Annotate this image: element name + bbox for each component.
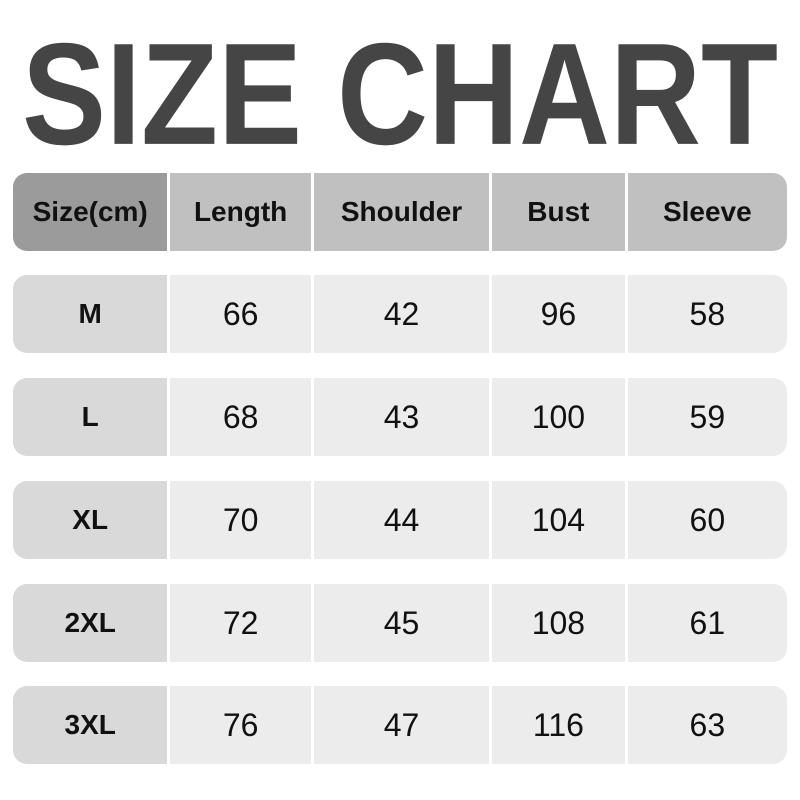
measurement-cell: 108 [492, 584, 625, 662]
measurement-cell: 58 [627, 275, 788, 353]
measurement-cell: 116 [492, 686, 625, 764]
table-row: M 66 42 96 58 [13, 275, 788, 353]
measurement-cell: 43 [313, 378, 490, 456]
page-title: SIZE CHART [22, 22, 778, 166]
header-cell: Size(cm) [13, 173, 168, 251]
header-cell: Shoulder [313, 173, 490, 251]
measurement-cell: 59 [627, 378, 788, 456]
table-header: Size(cm) Length Shoulder Bust Sleeve [13, 173, 788, 251]
size-label: M [13, 275, 168, 353]
measurement-cell: 100 [492, 378, 625, 456]
table-row: L 68 43 100 59 [13, 378, 788, 456]
size-label: XL [13, 481, 168, 559]
measurement-cell: 76 [170, 686, 311, 764]
measurement-cell: 72 [170, 584, 311, 662]
header-cell: Bust [492, 173, 625, 251]
measurement-cell: 104 [492, 481, 625, 559]
measurement-cell: 44 [313, 481, 490, 559]
measurement-cell: 60 [627, 481, 788, 559]
header-cell: Length [170, 173, 311, 251]
measurement-cell: 70 [170, 481, 311, 559]
measurement-cell: 63 [627, 686, 788, 764]
measurement-cell: 68 [170, 378, 311, 456]
size-label: 3XL [13, 686, 168, 764]
measurement-cell: 47 [313, 686, 490, 764]
measurement-cell: 42 [313, 275, 490, 353]
table-row: XL 70 44 104 60 [13, 481, 788, 559]
table-row: 3XL 76 47 116 63 [13, 686, 788, 764]
measurement-cell: 45 [313, 584, 490, 662]
size-label: L [13, 378, 168, 456]
size-label: 2XL [13, 584, 168, 662]
measurement-cell: 61 [627, 584, 788, 662]
table-row: 2XL 72 45 108 61 [13, 584, 788, 662]
measurement-cell: 66 [170, 275, 311, 353]
header-cell: Sleeve [627, 173, 788, 251]
measurement-cell: 96 [492, 275, 625, 353]
